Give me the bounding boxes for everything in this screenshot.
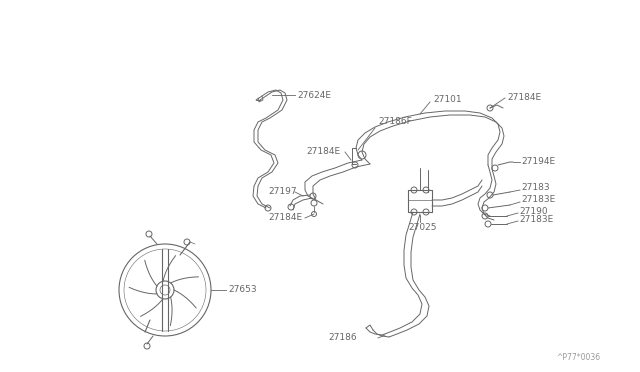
- Text: 27653: 27653: [228, 285, 257, 295]
- Text: 27184E: 27184E: [507, 93, 541, 103]
- Text: 27025: 27025: [408, 224, 436, 232]
- Text: 27184E: 27184E: [306, 148, 340, 157]
- Text: 27190: 27190: [519, 208, 548, 217]
- Text: 27184E: 27184E: [268, 214, 302, 222]
- Text: ^P77*0036: ^P77*0036: [556, 353, 600, 362]
- Text: 27624E: 27624E: [297, 90, 331, 99]
- Text: 27183E: 27183E: [521, 196, 556, 205]
- Text: 27186F: 27186F: [378, 118, 412, 126]
- Text: 27183E: 27183E: [519, 215, 553, 224]
- Text: 27101: 27101: [433, 96, 461, 105]
- Text: 27194E: 27194E: [521, 157, 555, 167]
- Text: 27197: 27197: [268, 186, 296, 196]
- Text: 27186: 27186: [328, 334, 356, 343]
- Text: 27183: 27183: [521, 183, 550, 192]
